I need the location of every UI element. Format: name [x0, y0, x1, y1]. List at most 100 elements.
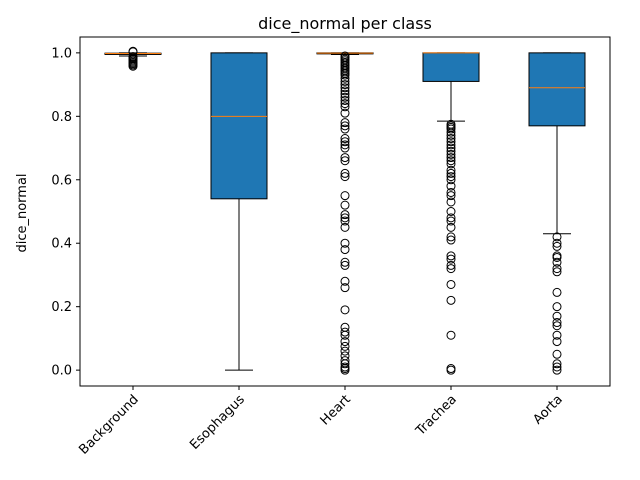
outlier-point	[446, 330, 456, 340]
outlier-point	[446, 191, 456, 201]
outlier-point	[340, 210, 350, 220]
outlier-point	[446, 149, 456, 159]
outlier-point	[552, 241, 562, 251]
outlier-point	[340, 337, 350, 347]
outlier-point	[446, 207, 456, 216]
outlier-point	[340, 351, 350, 361]
outlier-point	[340, 102, 350, 112]
outlier-point	[446, 251, 456, 261]
outlier-point	[340, 95, 350, 105]
outlier-point	[340, 276, 350, 286]
outlier-point	[128, 52, 138, 62]
y-tick-label: 0.6	[51, 173, 72, 188]
outlier-point	[552, 264, 562, 274]
outlier-point	[340, 213, 350, 223]
outlier-point	[552, 302, 562, 312]
outlier-point	[446, 172, 456, 182]
box-trachea	[422, 52, 480, 82]
outlier-point	[446, 175, 456, 185]
outlier-point	[552, 337, 562, 347]
outlier-point	[340, 140, 350, 150]
y-tick-label: 0.0	[51, 364, 72, 379]
outlier-point	[340, 124, 350, 134]
outlier-point	[340, 322, 350, 332]
outlier-point	[552, 267, 562, 277]
outlier-point	[446, 168, 456, 178]
outlier-point	[340, 327, 350, 337]
outlier-point	[552, 232, 562, 242]
outlier-point	[446, 159, 456, 169]
outlier-point	[340, 92, 350, 102]
y-tick-label: 0.2	[51, 300, 72, 315]
outlier-point	[340, 216, 350, 226]
y-tick-label: 1.0	[51, 46, 72, 61]
outlier-point	[340, 51, 350, 61]
y-tick-label: 0.4	[51, 237, 72, 252]
outlier-point	[340, 89, 350, 99]
outlier-point	[340, 283, 350, 293]
box-esophagus	[210, 52, 268, 200]
outlier-point	[340, 356, 350, 366]
y-tick-label: 0.8	[51, 110, 72, 125]
outlier-point	[340, 99, 350, 109]
outlier-point	[446, 364, 456, 374]
outlier-point	[446, 119, 456, 129]
box-aorta	[528, 52, 586, 127]
outlier-point	[446, 213, 456, 223]
outlier-point	[446, 232, 456, 242]
outlier-point	[446, 134, 456, 144]
outlier-point	[552, 238, 562, 248]
outlier-point	[446, 264, 456, 274]
outlier-point	[340, 156, 350, 166]
outlier-point	[340, 168, 350, 178]
outlier-point	[446, 187, 456, 197]
outlier-point	[446, 137, 456, 147]
outlier-point	[340, 305, 350, 315]
outlier-point	[446, 146, 456, 156]
outlier-point	[340, 362, 350, 372]
outlier-point	[340, 341, 350, 351]
outlier-point	[552, 330, 562, 340]
chart-title: dice_normal per class	[258, 14, 432, 34]
outlier-point	[446, 295, 456, 305]
outlier-point	[552, 318, 562, 328]
outlier-point	[446, 165, 456, 175]
outlier-point	[552, 365, 562, 375]
outlier-point	[340, 80, 350, 90]
outlier-point	[552, 362, 562, 372]
y-axis-label: dice_normal	[15, 173, 30, 252]
outlier-point	[552, 321, 562, 331]
outlier-point	[340, 134, 350, 144]
outlier-point	[446, 197, 456, 207]
outlier-point	[340, 200, 350, 210]
outlier-point	[340, 222, 350, 232]
outlier-point	[340, 86, 350, 96]
plot-frame	[79, 36, 611, 387]
outlier-point	[128, 46, 138, 56]
outlier-point	[340, 143, 350, 153]
outlier-point	[340, 260, 350, 270]
outlier-point	[446, 235, 456, 245]
outlier-point	[446, 254, 456, 264]
outlier-point	[552, 251, 562, 261]
outlier-point	[340, 238, 350, 248]
outlier-point	[340, 83, 350, 93]
outlier-point	[340, 137, 350, 147]
outlier-point	[552, 349, 562, 359]
outlier-point	[446, 216, 456, 226]
outlier-point	[446, 140, 456, 150]
outlier-point	[552, 359, 562, 369]
outlier-point	[446, 143, 456, 153]
outlier-point	[446, 260, 456, 270]
outlier-point	[446, 153, 456, 163]
outlier-point	[340, 153, 350, 163]
outlier-point	[340, 118, 350, 128]
outlier-point	[446, 156, 456, 166]
outlier-point	[446, 279, 456, 289]
outlier-point	[552, 257, 562, 267]
outlier-point	[340, 346, 350, 356]
outlier-point	[340, 172, 350, 182]
outlier-point	[340, 245, 350, 255]
outlier-point	[340, 121, 350, 131]
